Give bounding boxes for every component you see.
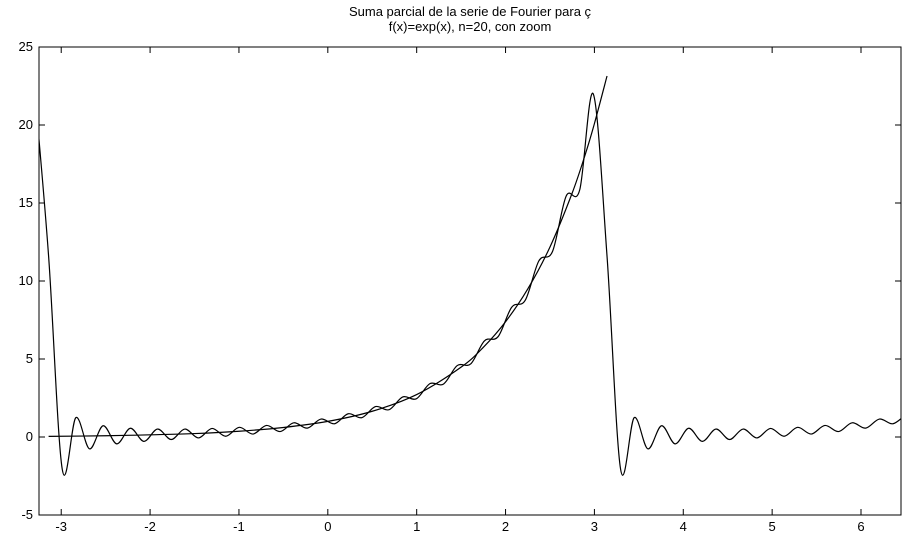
chart-title: Suma parcial de la serie de Fourier para… [349,4,592,19]
line-series [39,92,901,476]
x-tick-label: 6 [857,519,864,534]
x-tick-label: 0 [324,519,331,534]
y-tick-label: 25 [19,39,33,54]
x-tick-label: 5 [769,519,776,534]
x-tick-label: -3 [55,519,67,534]
y-tick-label: -5 [21,507,33,522]
y-tick-label: 5 [26,351,33,366]
y-tick-label: 15 [19,195,33,210]
x-tick-label: 2 [502,519,509,534]
y-tick-label: 20 [19,117,33,132]
line-series [48,75,608,437]
x-tick-label: 1 [413,519,420,534]
chart-subtitle: f(x)=exp(x), n=20, con zoom [389,19,552,34]
y-tick-label: 0 [26,429,33,444]
x-tick-label: -1 [233,519,245,534]
x-tick-label: -2 [144,519,156,534]
x-tick-label: 4 [680,519,687,534]
x-tick-label: 3 [591,519,598,534]
y-tick-label: 10 [19,273,33,288]
